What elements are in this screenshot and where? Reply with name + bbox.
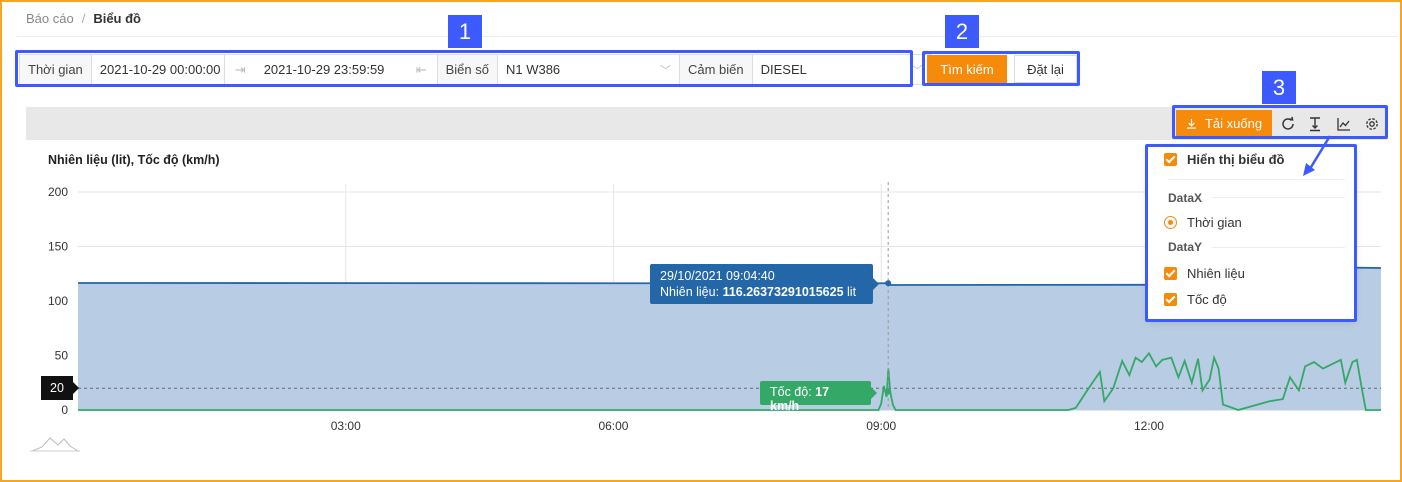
time-label: Thời gian <box>20 55 92 84</box>
fuel-cursor-point <box>885 280 892 287</box>
time-start-input[interactable]: 2021-10-29 00:00:00 <box>92 55 225 84</box>
text-height-button[interactable] <box>1302 111 1328 137</box>
chevron-down-icon: ﹀ <box>659 64 671 77</box>
y-tick-label: 200 <box>48 185 68 199</box>
y-tick-label: 50 <box>55 349 69 363</box>
show-chart-label: Hiển thị biểu đồ <box>1187 152 1285 167</box>
chart-type-button[interactable] <box>1331 111 1357 137</box>
refresh-icon <box>1282 116 1294 130</box>
datay-option-speed[interactable]: Tốc độ <box>1164 292 1227 307</box>
plate-select-value: N1 W386 <box>505 62 561 77</box>
datay-heading: DataY <box>1168 240 1203 254</box>
y-tick-label: 100 <box>48 294 68 308</box>
breadcrumb-separator: / <box>81 11 86 26</box>
reference-value-label: 20 <box>41 376 79 400</box>
sensor-label: Cảm biến <box>679 55 753 84</box>
annotation-badge-2: 2 <box>945 15 979 48</box>
menu-divider <box>1212 247 1345 248</box>
x-tick-label: 12:00 <box>1134 419 1164 433</box>
datax-heading: DataX <box>1168 191 1203 205</box>
time-end-input[interactable]: 2021-10-29 23:59:59 <box>263 62 385 77</box>
fuel-tooltip: 29/10/2021 09:04:40 Nhiên liệu: 116.2637… <box>650 264 879 304</box>
annotation-badge-3: 3 <box>1262 71 1296 104</box>
filter-bar: Thời gian 2021-10-29 00:00:00 ⇥ 2021-10-… <box>19 54 932 85</box>
annotation-badge-1: 1 <box>448 15 482 48</box>
datay-option-label: Nhiên liệu <box>1187 266 1245 281</box>
highlight-box-2 <box>922 51 1080 86</box>
reset-button[interactable]: Đặt lại <box>1014 55 1077 83</box>
tooltip-speed-value: 17 km/h <box>770 385 830 413</box>
download-label: Tải xuống <box>1204 116 1263 131</box>
chart-settings-menu: Hiển thị biểu đồ DataX Thời gian DataY N… <box>1148 146 1355 320</box>
y-tick-label: 0 <box>61 403 68 417</box>
speed-tooltip: Tốc độ: 17 km/h <box>760 381 877 413</box>
checkbox-checked-icon[interactable] <box>1164 153 1177 166</box>
breadcrumb: Báo cáo / Biểu đồ <box>26 11 141 26</box>
tooltip-fuel-value: 116.26373291015625 <box>722 285 844 299</box>
breadcrumb-current: Biểu đồ <box>93 11 141 26</box>
show-chart-option[interactable]: Hiển thị biểu đồ <box>1164 152 1285 167</box>
x-tick-label: 03:00 <box>331 419 361 433</box>
download-button[interactable]: Tải xuống <box>1176 110 1272 137</box>
refresh-button[interactable] <box>1275 111 1301 137</box>
datax-option-time[interactable]: Thời gian <box>1164 215 1242 230</box>
chart-toolbar <box>26 107 1388 140</box>
header-divider <box>16 36 1398 37</box>
download-icon <box>1186 118 1197 129</box>
highlight-box-menu <box>1145 144 1357 322</box>
datay-option-label: Tốc độ <box>1187 292 1227 307</box>
sensor-select-value: DIESEL <box>760 62 807 77</box>
settings-button[interactable] <box>1359 111 1385 137</box>
datay-option-fuel[interactable]: Nhiên liệu <box>1164 266 1245 281</box>
annotation-arrow-icon <box>1303 135 1332 176</box>
highlight-box-1 <box>15 50 913 87</box>
fuel-area <box>78 267 1381 410</box>
plate-label: Biển số <box>437 55 498 84</box>
x-tick-label: 06:00 <box>598 419 628 433</box>
speed-cursor-point <box>885 388 892 395</box>
breadcrumb-parent[interactable]: Báo cáo <box>26 11 74 26</box>
highlight-box-3 <box>1172 105 1388 139</box>
gear-icon <box>1366 118 1378 130</box>
tooltip-time: 29/10/2021 09:04:40 <box>660 269 775 283</box>
line-chart-icon <box>1337 118 1350 131</box>
tooltip-fuel-row: Nhiên liệu: 116.26373291015625 lit <box>660 284 863 300</box>
plate-select[interactable]: N1 W386 ﹀ <box>498 55 680 84</box>
tooltip-fuel-unit: lit <box>847 285 857 299</box>
x-tick-label: 09:00 <box>866 419 896 433</box>
text-height-icon <box>1310 117 1320 132</box>
menu-divider <box>1168 179 1345 180</box>
search-button[interactable]: Tìm kiếm <box>927 55 1007 83</box>
menu-divider <box>1212 197 1345 198</box>
datax-option-label: Thời gian <box>1187 215 1242 230</box>
arrow-left-icon: ⇤ <box>406 55 438 84</box>
chart-title: Nhiên liệu (lit), Tốc độ (km/h) <box>48 153 220 167</box>
checkbox-checked-icon[interactable] <box>1164 267 1177 280</box>
chevron-down-icon: ﹀ <box>911 64 923 77</box>
chart-logo-icon <box>30 437 80 452</box>
y-tick-label: 150 <box>48 240 68 254</box>
arrow-right-icon: ⇥ <box>234 61 246 77</box>
sensor-select[interactable]: DIESEL ﹀ <box>753 55 931 84</box>
radio-selected-icon[interactable] <box>1164 216 1177 229</box>
checkbox-checked-icon[interactable] <box>1164 293 1177 306</box>
tooltip-fuel-prefix: Nhiên liệu: <box>660 285 720 299</box>
speed-series-line <box>78 351 1381 411</box>
tooltip-speed-prefix: Tốc độ: <box>770 385 812 399</box>
